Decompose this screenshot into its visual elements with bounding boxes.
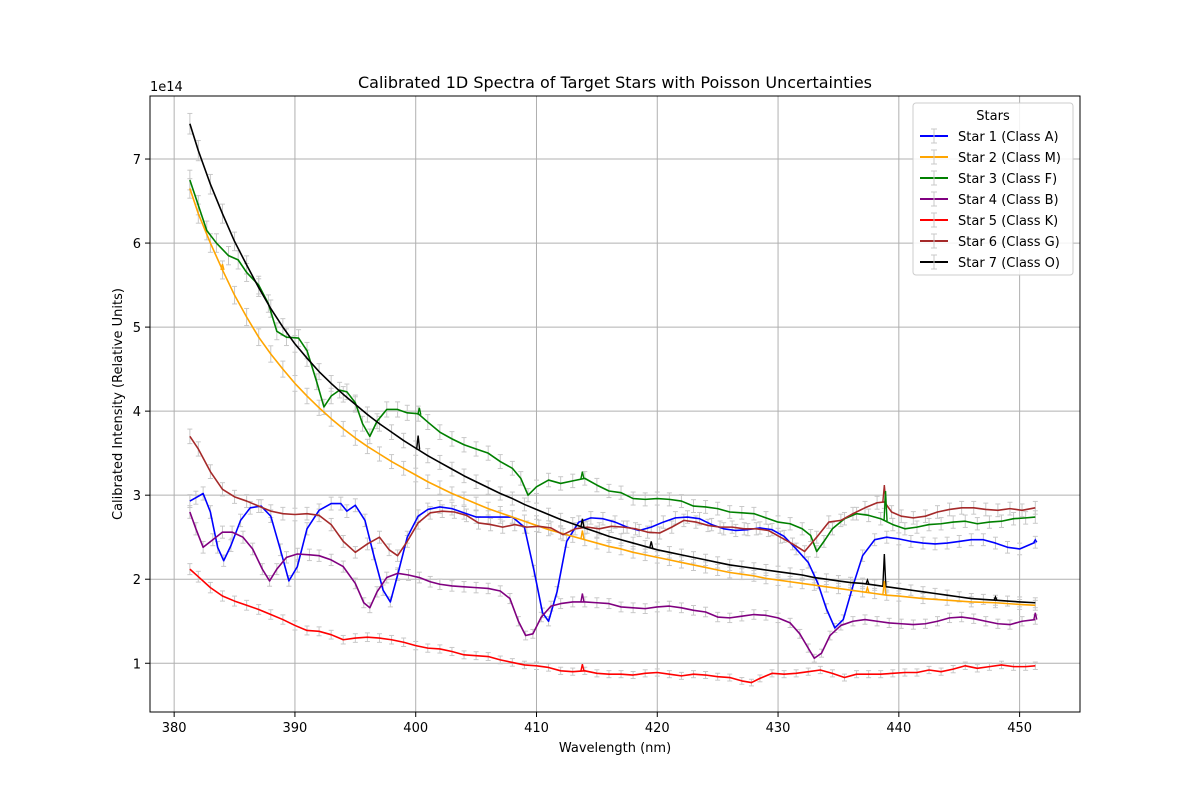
legend-entry: Star 2 (Class M) — [920, 149, 1061, 166]
y-tick-label: 2 — [133, 573, 141, 588]
emission-spike — [580, 518, 585, 528]
legend-entry: Star 7 (Class O) — [920, 254, 1060, 271]
y-axis-label: Calibrated Intensity (Relative Units) — [111, 288, 126, 520]
axes-frame — [149, 95, 1081, 713]
chart-title: Calibrated 1D Spectra of Target Stars wi… — [358, 73, 872, 92]
emission-spike — [1033, 612, 1038, 620]
emission-spike — [415, 435, 421, 450]
legend-entry: Star 6 (Class G) — [920, 233, 1060, 250]
star-7-line — [189, 123, 1036, 604]
star-6-line — [189, 435, 1036, 557]
legend-entry: Star 1 (Class A) — [920, 128, 1059, 145]
emission-spike — [883, 490, 888, 522]
x-tick-label: 400 — [403, 721, 428, 736]
legend-label: Star 2 (Class M) — [958, 151, 1061, 166]
x-tick-label: 420 — [645, 721, 670, 736]
emission-spike — [1033, 538, 1038, 543]
star-3-line — [189, 179, 1036, 553]
legend-label: Star 1 (Class A) — [958, 130, 1059, 145]
series-lines — [189, 123, 1038, 684]
legend-entry: Star 4 (Class B) — [920, 191, 1059, 208]
x-axis-ticks: 380 390 400 410 420 430 440 450 — [162, 712, 1032, 736]
star-4-line — [189, 511, 1036, 660]
star-2-line — [189, 188, 1036, 607]
x-tick-label: 440 — [886, 721, 911, 736]
y-tick-label: 5 — [133, 321, 141, 336]
star-1-line — [189, 492, 1036, 629]
legend: Stars Star 1 (Class A)Star 2 (Class M)St… — [912, 102, 1074, 276]
emission-spike — [882, 553, 887, 587]
y-tick-label: 3 — [133, 489, 141, 504]
x-tick-label: 410 — [524, 721, 549, 736]
emission-spike — [580, 593, 585, 603]
legend-entry: Star 5 (Class K) — [920, 212, 1058, 229]
star-5-line — [189, 568, 1036, 684]
emission-spike — [580, 663, 585, 672]
legend-label: Star 7 (Class O) — [958, 256, 1060, 271]
error-bars — [187, 112, 1038, 687]
legend-title: Stars — [976, 109, 1010, 124]
y-tick-label: 7 — [133, 153, 141, 168]
y-tick-label: 4 — [133, 405, 141, 420]
y-axis-ticks: 1 2 3 4 5 6 7 — [133, 153, 150, 672]
legend-frame — [912, 102, 1074, 276]
x-axis-label: Wavelength (nm) — [559, 741, 671, 756]
x-tick-label: 450 — [1007, 721, 1032, 736]
legend-entries: Star 1 (Class A) Star 2 (Class M) Star 3 (… — [920, 128, 1061, 271]
emission-spike — [865, 578, 870, 585]
x-tick-label: 430 — [766, 721, 791, 736]
legend-label: Star 4 (Class B) — [958, 193, 1059, 208]
y-axis-offset-label: 1e14 — [150, 80, 183, 95]
emission-spike — [220, 263, 225, 271]
legend-label: Star 3 (Class F) — [958, 172, 1057, 187]
emission-spike — [865, 585, 870, 593]
y-tick-label: 1 — [133, 657, 141, 672]
legend-entry: Star 3 (Class F) — [920, 170, 1057, 187]
emission-spike — [580, 471, 585, 480]
y-tick-label: 6 — [133, 237, 141, 252]
legend-label: Star 6 (Class G) — [958, 235, 1060, 250]
emission-spike — [993, 595, 998, 601]
emission-spike — [417, 407, 422, 415]
x-tick-label: 380 — [162, 721, 187, 736]
legend-label: Star 5 (Class K) — [958, 214, 1058, 229]
emission-spike — [580, 530, 585, 540]
emission-spike — [649, 541, 654, 549]
x-tick-label: 390 — [283, 721, 308, 736]
emission-spike — [882, 580, 887, 595]
